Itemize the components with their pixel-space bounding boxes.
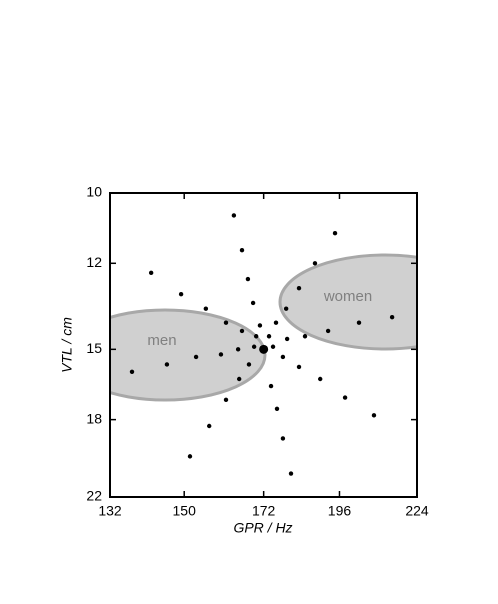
point [371, 413, 377, 418]
point [223, 320, 229, 325]
point [250, 300, 256, 306]
point [312, 261, 318, 266]
point [239, 328, 245, 334]
center-point [259, 344, 269, 354]
point [266, 334, 272, 339]
point [288, 471, 294, 476]
y-tick-label: 15 [86, 340, 102, 356]
point [231, 213, 237, 218]
point [389, 314, 395, 320]
point [207, 423, 212, 429]
x-tick-label: 132 [98, 503, 122, 519]
point [296, 285, 302, 291]
point [268, 383, 274, 389]
point [246, 362, 252, 367]
x-tick-label: 196 [328, 503, 352, 519]
point [274, 406, 280, 411]
point [283, 306, 289, 311]
point [284, 336, 290, 342]
women-region [278, 253, 417, 351]
y-tick-label: 10 [86, 184, 102, 200]
men-region [110, 308, 267, 402]
point [236, 376, 242, 382]
point [235, 347, 241, 352]
point [218, 352, 224, 357]
point [193, 354, 199, 360]
point [325, 328, 331, 334]
point [356, 320, 362, 325]
x-tick-label: 172 [252, 503, 276, 519]
point [187, 454, 193, 459]
point [251, 344, 257, 349]
point [164, 362, 170, 367]
x-tick-label: 224 [405, 503, 429, 519]
point [280, 436, 286, 441]
point [239, 248, 245, 253]
region-label: women [323, 288, 372, 305]
point [178, 291, 184, 297]
x-axis-label: GPR / Hz [233, 520, 292, 536]
x-tick-label: 150 [173, 503, 197, 519]
point [332, 231, 338, 236]
point [342, 395, 348, 400]
point [273, 320, 279, 325]
point [257, 323, 263, 328]
y-tick-label: 18 [86, 410, 102, 426]
point [223, 397, 229, 403]
y-tick-label: 12 [86, 254, 102, 270]
point [296, 364, 302, 370]
region-label: men [147, 332, 176, 349]
point [148, 270, 154, 276]
point [318, 376, 323, 382]
point [245, 276, 251, 282]
y-axis-label: VTL / cm [59, 317, 75, 373]
point [129, 369, 135, 374]
point [270, 344, 276, 349]
regions [110, 253, 417, 402]
point [203, 306, 209, 311]
point [302, 334, 308, 339]
point [253, 334, 259, 339]
point [280, 354, 286, 360]
y-tick-label: 22 [86, 488, 102, 504]
